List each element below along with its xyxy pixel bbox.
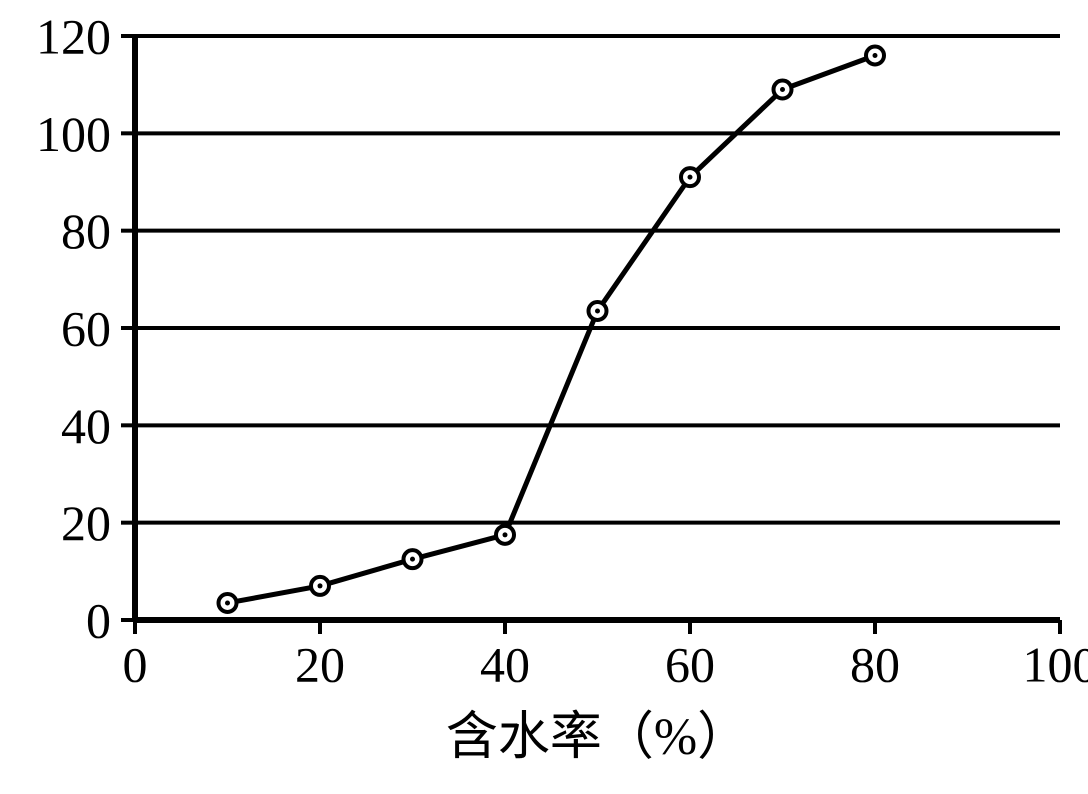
data-point-marker [681, 168, 699, 186]
chart-background [0, 0, 1088, 794]
x-tick-label: 100 [1023, 637, 1088, 693]
data-point-marker [404, 550, 422, 568]
data-point-marker [311, 577, 329, 595]
y-tick-label: 20 [61, 495, 111, 551]
data-point-marker [866, 46, 884, 64]
x-tick-label: 80 [850, 637, 900, 693]
data-point-marker [219, 594, 237, 612]
y-tick-label: 80 [61, 203, 111, 259]
x-tick-label: 20 [295, 637, 345, 693]
x-tick-label: 60 [665, 637, 715, 693]
x-tick-label: 40 [480, 637, 530, 693]
x-axis-title: 含水率（%） [446, 709, 749, 766]
y-tick-label: 120 [36, 9, 111, 65]
chart-container: 0 20 40 60 80 100 0 20 40 60 80 100 120 含水率（%） [0, 0, 1088, 794]
x-tick-label: 0 [123, 637, 148, 693]
y-tick-label: 60 [61, 301, 111, 357]
data-point-marker [774, 81, 792, 99]
y-tick-label: 40 [61, 398, 111, 454]
data-point-marker [496, 526, 514, 544]
y-tick-label: 0 [86, 593, 111, 649]
line-chart: 0 20 40 60 80 100 0 20 40 60 80 100 120 含水率（%） [0, 0, 1088, 794]
data-point-marker [589, 302, 607, 320]
y-tick-label: 100 [36, 106, 111, 162]
